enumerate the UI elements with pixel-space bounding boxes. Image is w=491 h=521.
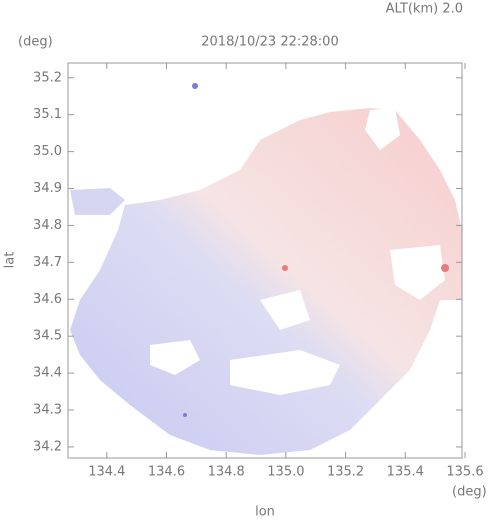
chart-title: 2018/10/23 22:28:00: [201, 35, 338, 50]
y-tick-label: 34.8: [33, 218, 62, 233]
x-tick-label: 134.4: [88, 465, 125, 480]
y-unit: (deg): [18, 35, 53, 50]
y-axis-label: lat: [3, 252, 18, 269]
subtitle: ALT(km) 2.0: [386, 2, 463, 17]
radar-field: [70, 83, 462, 455]
y-tick-label: 34.7: [33, 255, 62, 270]
x-tick-label: 135.6: [446, 465, 483, 480]
x-tick-label: 134.8: [208, 465, 245, 480]
y-tick-label: 35.2: [33, 70, 62, 85]
y-tick-label: 35.0: [33, 144, 62, 159]
y-tick-label: 34.9: [33, 181, 62, 196]
y-tick-label: 34.5: [33, 329, 62, 344]
y-tick-label: 34.2: [33, 439, 62, 454]
x-tick-label: 135.4: [387, 465, 424, 480]
x-tick-label: 134.6: [148, 465, 185, 480]
y-tick-label: 34.4: [33, 366, 62, 381]
y-tick-label: 34.3: [33, 403, 62, 418]
x-axis-label: lon: [255, 505, 275, 520]
y-tick-label: 34.6: [33, 292, 62, 307]
y-tick-label: 35.1: [33, 107, 62, 122]
x-tick-label: 135.0: [267, 465, 304, 480]
x-unit: (deg): [452, 485, 487, 500]
x-tick-label: 135.2: [327, 465, 364, 480]
plot-frame: [67, 62, 463, 459]
